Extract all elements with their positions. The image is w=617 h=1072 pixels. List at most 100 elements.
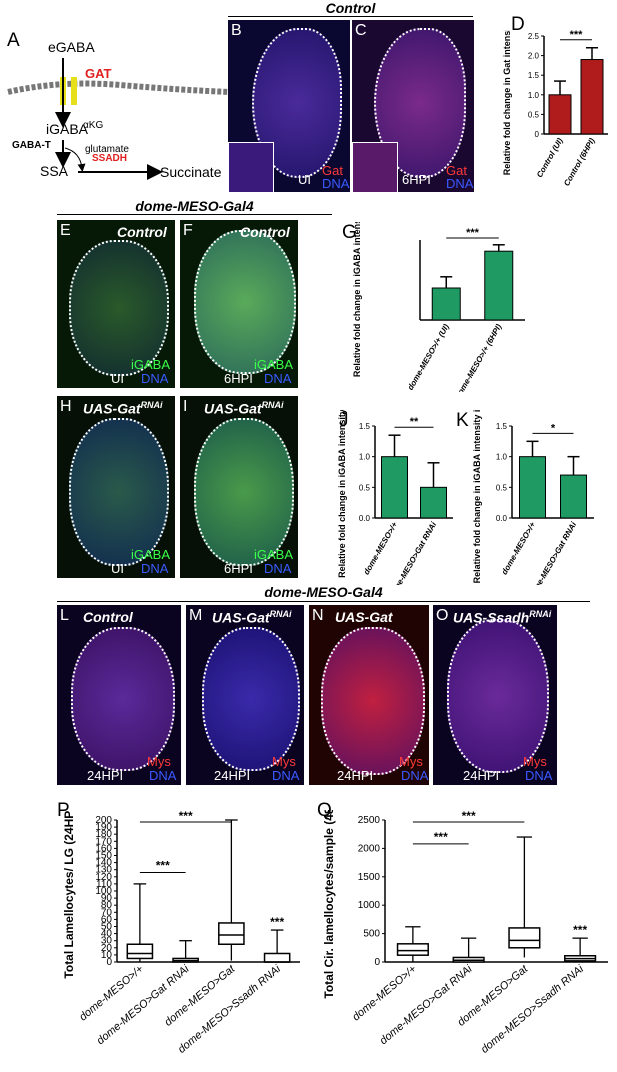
y-axis-label: Relative fold change in Gat intensity in… [502, 30, 512, 175]
y-tick-label: 1000 [358, 900, 381, 911]
micrograph-b: B Gat DNA UI [228, 20, 350, 192]
panel-letter-c: C [355, 22, 367, 39]
box [126, 943, 154, 960]
category-label: Control (UI) [535, 136, 565, 179]
y-tick-label: 60 [101, 914, 113, 925]
panel-letter-i: I [183, 398, 188, 415]
cond-l: 24HPI [87, 768, 124, 783]
panel-letter-a: A [7, 30, 20, 51]
box [396, 943, 429, 956]
significance-label: ** [410, 416, 419, 428]
micrograph-l: L Control Mys DNA 24HPI [57, 605, 181, 785]
y-tick-label: 1.5 [359, 422, 371, 431]
succinate-label: Succinate [160, 164, 222, 180]
akg-label: αKG [83, 120, 103, 131]
title-h: UAS-GatRNAi [83, 400, 163, 417]
gabat-label: GABA-T [12, 140, 51, 151]
category-label: dome-MESO>Gat RNAi [378, 963, 475, 1047]
chan-dna-f: DNA [264, 371, 292, 386]
chan-igaba-f: iGABA [254, 357, 294, 372]
title-m: UAS-GatRNAi [212, 609, 292, 626]
y-tick-label: 10 [101, 950, 113, 961]
header-dome-2: dome-MESO-Gal4 [264, 584, 383, 600]
chan-igaba-i: iGABA [254, 547, 294, 562]
y-tick-label: 100 [95, 886, 112, 897]
y-tick-label: 20 [101, 943, 113, 954]
y-tick-label: 0.5 [359, 483, 371, 492]
lymph-gland-outline [194, 230, 296, 374]
cond-f: 6HPI [224, 371, 253, 386]
gat-label: GAT [85, 66, 112, 81]
y-tick-label: 70 [101, 907, 113, 918]
y-tick-label: 150 [95, 851, 112, 862]
y-tick-label: 0.0 [496, 514, 508, 523]
panel-letter-p: P [57, 800, 70, 821]
title-f: Control [240, 224, 290, 240]
significance-label: *** [462, 810, 476, 823]
ssadh-label: SSADH [92, 153, 127, 164]
panel-letter-g: G [342, 222, 357, 243]
glutamate-label: glutamate [85, 144, 129, 155]
panel-letter-n: N [312, 607, 324, 624]
panel-letter-q: Q [317, 800, 332, 821]
lymph-gland-outline [194, 418, 294, 566]
y-tick-label: 0.5 [496, 483, 508, 492]
y-axis-label: Relative fold change in iGABA intensity … [352, 222, 362, 377]
header-control: Control [325, 0, 376, 16]
chart-q: 0 500 1000 1500 2000 2500 Total Cir. lamellocy… [322, 810, 608, 1056]
box [218, 922, 245, 945]
significance-label: *** [466, 227, 480, 239]
box [508, 927, 541, 949]
cond-o: 24HPI [463, 768, 500, 783]
significance-label: *** [179, 810, 193, 823]
y-axis-label: Total Lamellocytes/ LG (24HPI) [62, 810, 76, 979]
category-label: dome-MESO>/+ [500, 520, 538, 576]
y-tick-label: 190 [95, 822, 112, 833]
bar [519, 456, 546, 519]
y-tick-label: 170 [95, 836, 112, 847]
bar [580, 59, 604, 135]
chart-j: 0.0 0.5 1.0 1.5 Relative fold change in iGAB… [337, 410, 453, 585]
y-tick-label: 130 [95, 865, 112, 876]
lymph-gland-outline [447, 619, 549, 773]
micrograph-e: E Control iGABA DNA UI [57, 220, 175, 388]
chan-mys-o: Mys [523, 754, 547, 769]
panel-letter-j: J [339, 410, 349, 431]
header-dome-1-line [57, 214, 332, 215]
bar [431, 287, 461, 321]
y-axis-label: Relative fold change in iGABA intensity … [337, 410, 347, 578]
category-label: dome-MESO>Gat RNAi [95, 963, 192, 1047]
chart-p: 0102030405060708090100110120130140150160… [62, 810, 300, 1056]
micrograph-c: C Gat DNA 6HPI [352, 20, 474, 192]
y-tick-label: 0 [535, 130, 540, 139]
gat-transporter-right [71, 77, 77, 105]
significance-label: * [551, 422, 556, 434]
box [263, 952, 291, 963]
category-label: dome-MESO>/+ [362, 520, 400, 576]
bar [484, 250, 514, 321]
pathway-diagram: eGABA GAT iGABA GABA-T αKG glutamate SSA… [7, 39, 230, 180]
y-tick-label: 1.5 [528, 71, 540, 80]
category-label: dome-MESO>Ssadh RNAi [479, 963, 587, 1056]
chan-igaba-e: iGABA [131, 357, 171, 372]
cond-b: UI [298, 172, 311, 187]
panel-letter-k: K [456, 410, 469, 431]
chan-dna-h: DNA [141, 561, 169, 576]
cond-m: 24HPI [214, 768, 251, 783]
micrograph-o: O UAS-SsadhRNAi Mys DNA 24HPI [433, 605, 557, 785]
y-tick-label: 40 [101, 929, 113, 940]
y-tick-label: 0 [374, 957, 380, 968]
micrograph-i: I UAS-GatRNAi iGABA DNA 6HPI [180, 396, 298, 578]
y-tick-label: 0 [106, 957, 112, 968]
cond-c: 6HPI [402, 172, 431, 187]
chart-g: Relative fold change in iGABA intensity … [352, 222, 525, 392]
bar [560, 474, 587, 519]
chan-dna-l: DNA [149, 768, 177, 783]
igaba-label: iGABA [46, 121, 89, 137]
y-tick-label: 2.0 [528, 52, 540, 61]
lymph-gland-outline [69, 240, 169, 376]
title-l: Control [83, 609, 133, 625]
chan-dna-b: DNA [322, 176, 350, 191]
panel-letter-d: D [511, 14, 525, 35]
header-dome-1: dome-MESO-Gal4 [135, 198, 254, 214]
